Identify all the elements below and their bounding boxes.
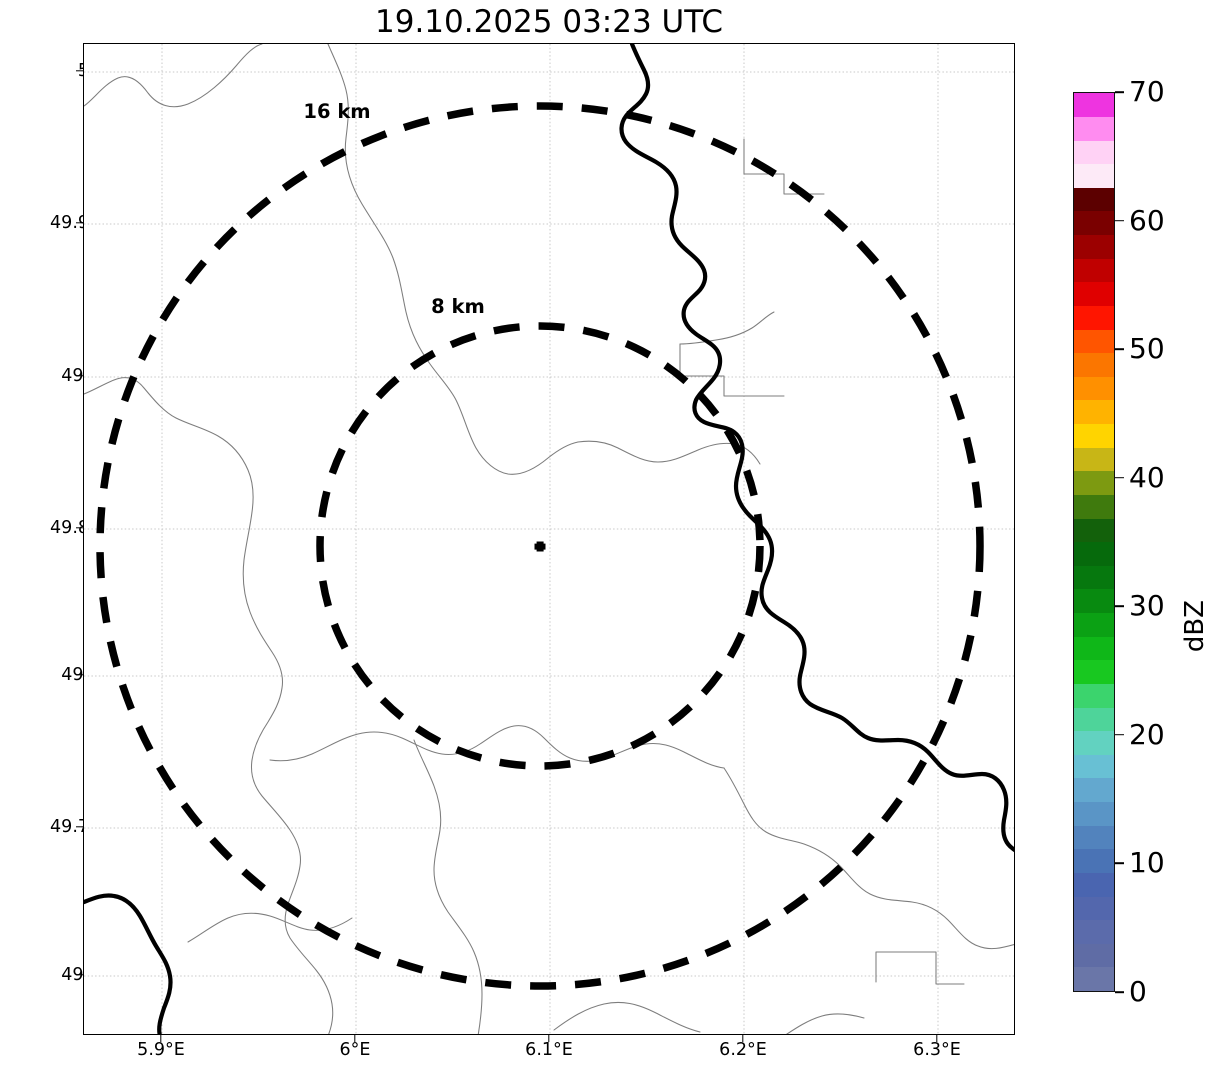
colorbar-band (1074, 140, 1114, 165)
colorbar-band (1074, 116, 1114, 141)
colorbar-band (1074, 542, 1114, 566)
x-tick-label: 6.3°E (913, 1040, 961, 1060)
colorbar-tick-mark (1115, 734, 1124, 736)
colorbar-band (1074, 825, 1114, 850)
colorbar-tick-label: 10 (1129, 846, 1165, 880)
colorbar-band (1074, 447, 1114, 472)
x-tick-mark (160, 1035, 162, 1042)
colorbar[interactable]: 0 10 20 30 40 50 60 70 (1073, 78, 1165, 1006)
colorbar-tick-mark (1115, 219, 1124, 222)
colorbar-tick-mark (1115, 605, 1124, 608)
y-tick-mark (76, 974, 83, 976)
colorbar-tick-label: 70 (1129, 75, 1165, 108)
colorbar-band (1074, 164, 1114, 188)
colorbar-band (1074, 849, 1114, 873)
colorbar-tick-label: 0 (1129, 975, 1147, 1008)
y-tick-mark (76, 826, 83, 828)
range-ring-16km-label: 16 km (303, 100, 370, 123)
map-gridlines (84, 44, 1014, 1034)
map-axes[interactable]: 16 km 8 km (83, 43, 1015, 1035)
colorbar-tick-label: 50 (1129, 332, 1165, 366)
colorbar-tick-mark (1115, 991, 1124, 993)
colorbar-band (1074, 778, 1114, 802)
colorbar-tick-mark (1115, 348, 1124, 350)
colorbar-tick-mark (1115, 862, 1124, 865)
colorbar-band (1074, 802, 1114, 826)
colorbar-band (1074, 282, 1114, 306)
radar-site-marker-icon (534, 541, 546, 552)
colorbar-band (1074, 494, 1114, 519)
y-tick-mark (76, 222, 83, 224)
colorbar-band (1074, 967, 1114, 991)
colorbar-band (1074, 305, 1114, 330)
colorbar-band (1074, 872, 1114, 897)
colorbar-band (1074, 920, 1114, 944)
colorbar-band (1074, 660, 1114, 684)
range-ring-8km-label: 8 km (431, 295, 485, 318)
colorbar-tick-label: 60 (1129, 203, 1165, 237)
colorbar-band (1074, 424, 1114, 448)
range-ring-16km (96, 102, 984, 990)
x-tick-mark (548, 1035, 550, 1042)
colorbar-band (1074, 329, 1114, 354)
y-tick-mark (76, 674, 83, 676)
colorbar-axis-label: dBZ (1180, 600, 1207, 653)
colorbar-tick-label: 20 (1129, 717, 1165, 751)
colorbar-band (1074, 589, 1114, 613)
x-tick-label: 5.9°E (137, 1040, 185, 1060)
colorbar-band (1074, 896, 1114, 921)
colorbar-band (1074, 636, 1114, 661)
colorbar-band (1074, 93, 1114, 117)
x-tick-label: 6°E (339, 1040, 371, 1060)
colorbar-band (1074, 353, 1114, 377)
colorbar-tick-label: 40 (1129, 460, 1165, 494)
x-tick-label: 6.2°E (719, 1040, 767, 1060)
colorbar-band (1074, 187, 1114, 212)
national-border (84, 44, 1014, 1034)
y-tick-mark (76, 70, 83, 72)
colorbar-band (1074, 400, 1114, 424)
page-title: 19.10.2025 03:23 UTC (375, 4, 723, 40)
colorbar-band (1074, 211, 1114, 235)
colorbar-band (1074, 754, 1114, 779)
colorbar-band (1074, 613, 1114, 637)
colorbar-band (1074, 471, 1114, 495)
x-tick-mark (742, 1035, 744, 1042)
map-canvas: 16 km 8 km (84, 44, 1014, 1034)
colorbar-band (1074, 707, 1114, 732)
colorbar-gradient (1073, 92, 1115, 992)
colorbar-band (1074, 731, 1114, 755)
colorbar-band (1074, 565, 1114, 590)
colorbar-tick-mark (1115, 91, 1124, 93)
colorbar-tick-mark (1115, 476, 1124, 479)
x-tick-mark (936, 1035, 938, 1042)
x-tick-label: 6.1°E (525, 1040, 573, 1060)
colorbar-tick-label: 30 (1129, 589, 1165, 623)
range-ring-8km (316, 322, 764, 770)
colorbar-band (1074, 376, 1114, 401)
colorbar-band (1074, 943, 1114, 968)
y-tick-mark (76, 527, 83, 529)
admin-boundaries (84, 44, 1014, 1034)
x-tick-mark (354, 1035, 356, 1042)
colorbar-band (1074, 683, 1114, 708)
colorbar-band (1074, 518, 1114, 543)
colorbar-band (1074, 258, 1114, 283)
y-tick-mark (76, 375, 83, 377)
colorbar-band (1074, 235, 1114, 259)
